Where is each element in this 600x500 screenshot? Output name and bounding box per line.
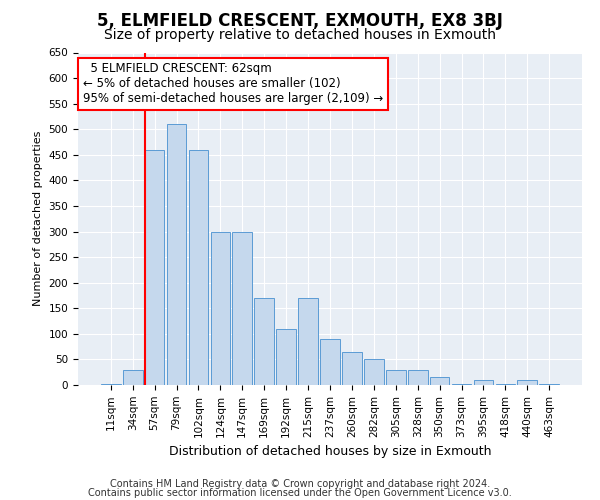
Text: Size of property relative to detached houses in Exmouth: Size of property relative to detached ho… <box>104 28 496 42</box>
X-axis label: Distribution of detached houses by size in Exmouth: Distribution of detached houses by size … <box>169 445 491 458</box>
Bar <box>276 328 296 385</box>
Bar <box>101 384 121 385</box>
Bar <box>188 150 208 385</box>
Bar <box>167 124 187 385</box>
Y-axis label: Number of detached properties: Number of detached properties <box>33 131 43 306</box>
Bar <box>211 232 230 385</box>
Bar <box>386 370 406 385</box>
Bar <box>473 380 493 385</box>
Text: 5, ELMFIELD CRESCENT, EXMOUTH, EX8 3BJ: 5, ELMFIELD CRESCENT, EXMOUTH, EX8 3BJ <box>97 12 503 30</box>
Bar <box>408 370 428 385</box>
Bar <box>452 384 472 385</box>
Bar <box>342 352 362 385</box>
Bar <box>496 384 515 385</box>
Text: Contains public sector information licensed under the Open Government Licence v3: Contains public sector information licen… <box>88 488 512 498</box>
Text: 5 ELMFIELD CRESCENT: 62sqm
← 5% of detached houses are smaller (102)
95% of semi: 5 ELMFIELD CRESCENT: 62sqm ← 5% of detac… <box>83 62 383 106</box>
Bar <box>123 370 143 385</box>
Bar <box>320 339 340 385</box>
Bar <box>232 232 252 385</box>
Bar <box>517 380 537 385</box>
Bar <box>364 360 384 385</box>
Bar <box>539 384 559 385</box>
Bar <box>298 298 318 385</box>
Text: Contains HM Land Registry data © Crown copyright and database right 2024.: Contains HM Land Registry data © Crown c… <box>110 479 490 489</box>
Bar <box>145 150 164 385</box>
Bar <box>254 298 274 385</box>
Bar <box>430 378 449 385</box>
